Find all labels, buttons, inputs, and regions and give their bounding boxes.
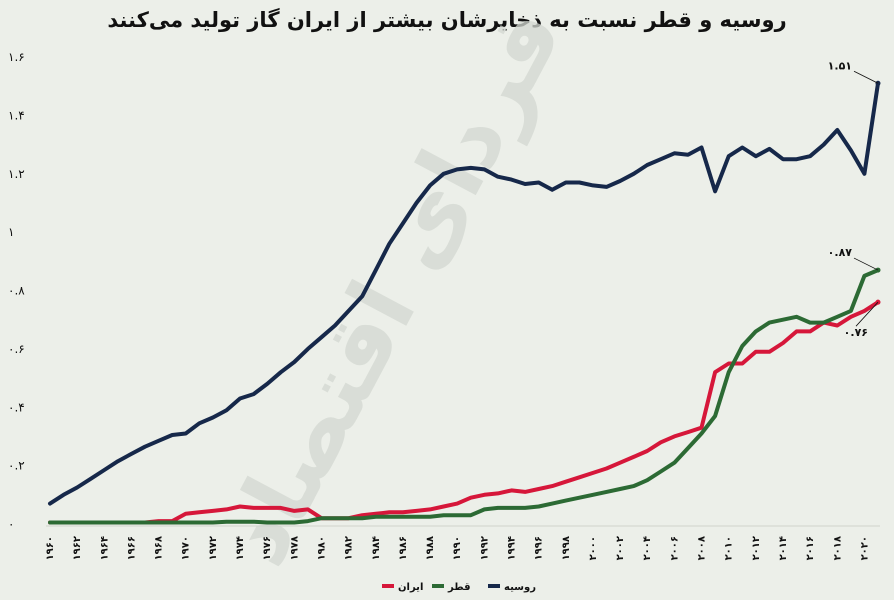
x-tick-label: ۱۹۹۴ <box>507 536 518 560</box>
y-tick-label: ۰.۲ <box>8 459 25 473</box>
x-tick-label: ۲۰۱۴ <box>778 536 789 560</box>
x-tick-label: ۲۰۲۰ <box>859 536 870 560</box>
x-tick-label: ۲۰۰۲ <box>615 536 626 560</box>
y-tick-label: ۰.۶ <box>8 342 25 356</box>
legend-label: قطر <box>447 582 471 593</box>
y-tick-label: ۰.۴ <box>8 400 25 414</box>
x-tick-label: ۱۹۶۸ <box>154 536 165 560</box>
data-label-leader <box>853 257 879 271</box>
x-tick-label: ۱۹۷۶ <box>262 536 273 560</box>
x-tick-label: ۱۹۶۶ <box>126 536 137 560</box>
x-tick-label: ۱۹۸۰ <box>316 536 327 560</box>
x-tick-label: ۲۰۱۰ <box>724 536 735 560</box>
x-tick-label: ۱۹۹۰ <box>452 536 463 560</box>
x-tick-label: ۱۹۷۸ <box>289 536 300 560</box>
data-labels: ۱.۵۱ ۰.۸۷ ۰.۷۶ <box>828 59 881 339</box>
watermark-text: فردای اقتصاد <box>201 0 585 582</box>
data-label-leader <box>853 70 879 84</box>
y-tick-label: ۱.۴ <box>8 108 25 122</box>
data-label-leader <box>855 301 879 327</box>
x-tick-label: ۲۰۰۶ <box>669 536 680 560</box>
x-tick-label: ۲۰۰۴ <box>642 536 653 560</box>
x-tick-label: ۱۹۸۸ <box>425 536 436 560</box>
x-tick-label: ۲۰۱۸ <box>832 536 843 560</box>
x-tick-label: ۱۹۶۴ <box>99 536 110 560</box>
y-tick-label: ۰ <box>8 517 14 531</box>
data-label: ۰.۷۶ <box>844 326 868 339</box>
x-tick-label: ۲۰۱۶ <box>805 536 816 560</box>
series-line-2 <box>48 300 880 525</box>
x-tick-label: ۱۹۷۴ <box>235 536 246 560</box>
x-tick-label: ۲۰۱۲ <box>751 536 762 560</box>
x-tick-label: ۱۹۷۰ <box>181 536 192 560</box>
x-tick-label: ۱۹۶۲ <box>72 536 83 560</box>
legend: روسیه قطر ایران <box>382 582 536 593</box>
x-tick-label: ۱۹۹۶ <box>534 536 545 560</box>
x-tick-label: ۱۹۷۲ <box>208 536 219 560</box>
data-label: ۰.۸۷ <box>828 246 853 259</box>
y-tick-label: ۱ <box>8 225 14 239</box>
x-tick-label: ۲۰۰۰ <box>588 536 599 560</box>
series-lines <box>48 81 880 525</box>
legend-label: روسیه <box>504 582 536 593</box>
x-tick-label: ۱۹۸۴ <box>371 536 382 560</box>
x-tick-label: ۱۹۹۸ <box>561 536 572 560</box>
chart-title: روسیه و قطر نسبت به ذخایرشان بیشتر از ای… <box>107 8 787 32</box>
y-tick-label: ۱.۲ <box>8 167 25 181</box>
x-tick-label: ۱۹۸۶ <box>398 536 409 560</box>
y-axis: ۰ ۰.۲ ۰.۴ ۰.۶ ۰.۸ ۱ ۱.۲ ۱.۴ ۱.۶ <box>8 50 25 531</box>
x-axis: ۱۹۶۰ ۱۹۶۲ ۱۹۶۴ ۱۹۶۶ ۱۹۶۸ ۱۹۷۰ ۱۹۷۲ ۱۹۷۴ ۱۹۷۶ ۱۹۷۸… <box>45 536 870 560</box>
data-label: ۱.۵۱ <box>828 59 852 72</box>
x-tick-label: ۱۹۹۲ <box>479 536 490 560</box>
y-tick-label: ۱.۶ <box>8 50 25 64</box>
legend-label: ایران <box>398 582 423 593</box>
watermark-logo: فردای اقتصاد <box>201 0 585 582</box>
series-line-1 <box>48 268 880 525</box>
series-line-0 <box>48 81 880 506</box>
x-tick-label: ۱۹۶۰ <box>45 536 56 560</box>
y-tick-label: ۰.۸ <box>8 284 25 298</box>
x-tick-label: ۲۰۰۸ <box>697 536 708 560</box>
x-tick-label: ۱۹۸۲ <box>344 536 355 560</box>
